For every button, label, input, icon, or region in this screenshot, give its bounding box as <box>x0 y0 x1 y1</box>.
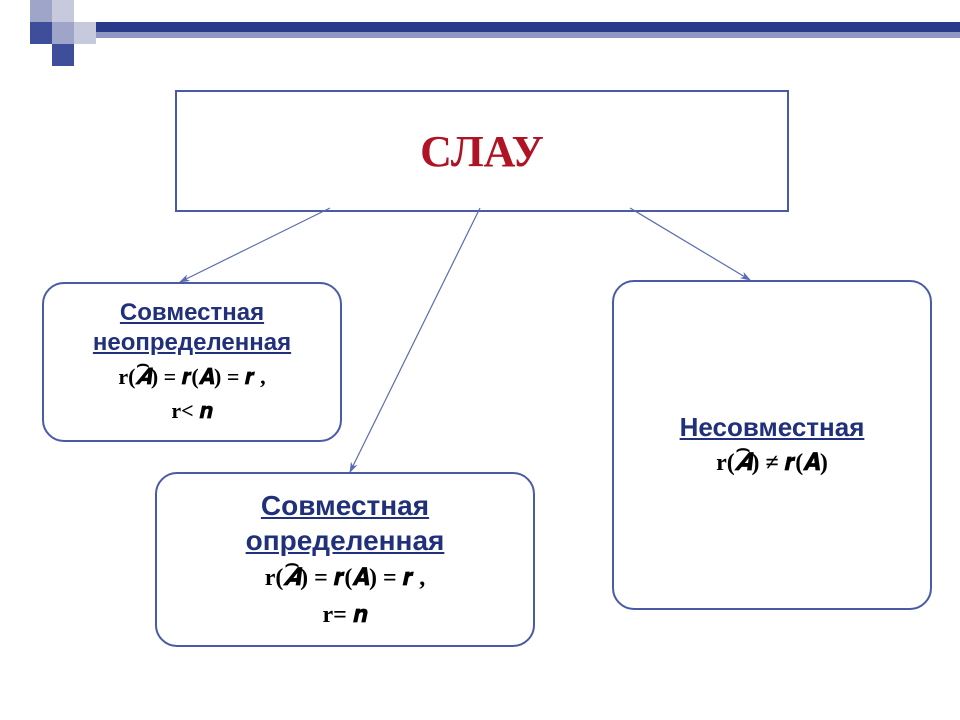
node-compatible-indeterminate: Совместнаянеопределенная r(𝑨) = 𝒓(𝑨) = 𝒓 … <box>42 282 342 442</box>
title-text: СЛАУ <box>420 126 544 177</box>
node-formula-1: r(𝑨) ≠ 𝒓(𝑨) <box>716 447 828 479</box>
title-box: СЛАУ <box>175 90 789 212</box>
node-incompatible: Несовместнаяr(𝑨) ≠ 𝒓(𝑨) <box>612 280 932 610</box>
deco-square <box>74 22 96 44</box>
node-formula-1: r(𝑨) = 𝒓(𝑨) = 𝒓 , <box>118 362 265 392</box>
deco-bar <box>96 22 960 32</box>
node-formula-1: r(𝑨) = 𝒓(𝑨) = 𝒓 , <box>265 562 426 594</box>
arrow-line <box>630 208 750 280</box>
deco-square <box>52 22 74 44</box>
deco-square <box>30 22 52 44</box>
node-formula-2: r= 𝒏 <box>322 599 367 631</box>
node-label: Совместнаянеопределенная <box>93 298 291 358</box>
node-label: Несовместная <box>680 411 865 444</box>
deco-square <box>52 44 74 66</box>
node-formula-2: r< 𝒏 <box>171 396 212 426</box>
node-compatible-determinate: Совместнаяопределенная r(𝑨) = 𝒓(𝑨) = 𝒓 , r… <box>155 472 535 647</box>
deco-bar <box>96 32 960 38</box>
deco-square <box>52 0 74 22</box>
arrow-line <box>350 208 480 472</box>
arrow-line <box>180 208 330 282</box>
deco-square <box>30 0 52 22</box>
node-label: Совместнаяопределенная <box>246 488 445 558</box>
